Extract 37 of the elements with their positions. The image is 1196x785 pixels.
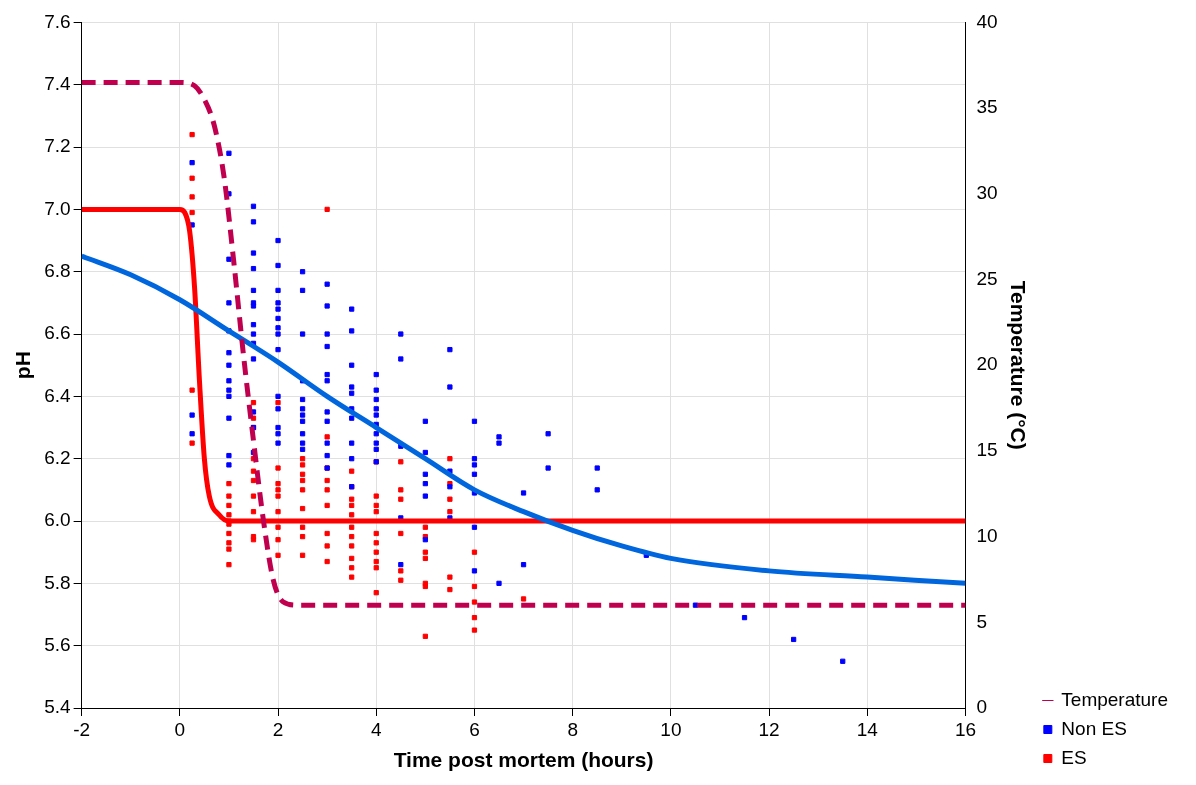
y2-tick-label: 30	[976, 182, 998, 204]
x-tick-label: 4	[370, 718, 382, 740]
y2-tick-label: 10	[976, 524, 998, 546]
y-tick-label: 6.0	[44, 509, 71, 531]
y2-tick-label: 25	[976, 267, 998, 289]
y-tick-label: 6.8	[44, 259, 71, 281]
legend-label: ES	[1061, 746, 1087, 768]
y-tick-label: 5.8	[44, 571, 71, 593]
y-tick-label: 7.6	[44, 10, 71, 32]
y-tick-label: 6.4	[44, 384, 72, 406]
x-tick-label: 16	[954, 718, 977, 740]
x-tick-label: 12	[758, 718, 780, 740]
y2-tick-label: 5	[976, 610, 988, 632]
y-tick-label: 7.2	[44, 135, 71, 157]
y2-tick-label: 15	[976, 439, 998, 461]
y-tick-label: 7.4	[44, 72, 72, 94]
y-tick-label: 7.0	[44, 197, 71, 219]
y-tick-label: 6.6	[44, 322, 71, 344]
y-tick-label: 6.2	[44, 446, 71, 468]
x-tick-label: 2	[272, 718, 284, 740]
y-tick-label: 5.6	[44, 633, 71, 655]
y2-tick-label: 35	[976, 96, 998, 118]
y-axis-title: pH	[11, 351, 35, 380]
x-tick-label: 8	[567, 718, 578, 740]
x-tick-label: -2	[73, 718, 91, 740]
legend-label: Temperature	[1061, 688, 1169, 710]
x-tick-label: 0	[174, 718, 186, 740]
x-tick-label: 10	[660, 718, 682, 740]
x-tick-label: 6	[469, 718, 480, 740]
y2-tick-label: 0	[976, 696, 988, 718]
y2-tick-label: 40	[976, 10, 998, 32]
legend-label: Non ES	[1061, 717, 1127, 739]
y2-tick-label: 20	[976, 353, 998, 375]
x-axis-title: Time post mortem (hours)	[393, 748, 654, 772]
y-tick-label: 5.4	[44, 696, 72, 718]
x-tick-label: 14	[856, 718, 879, 740]
y2-axis-title: Temperature (°C)	[1007, 280, 1031, 450]
